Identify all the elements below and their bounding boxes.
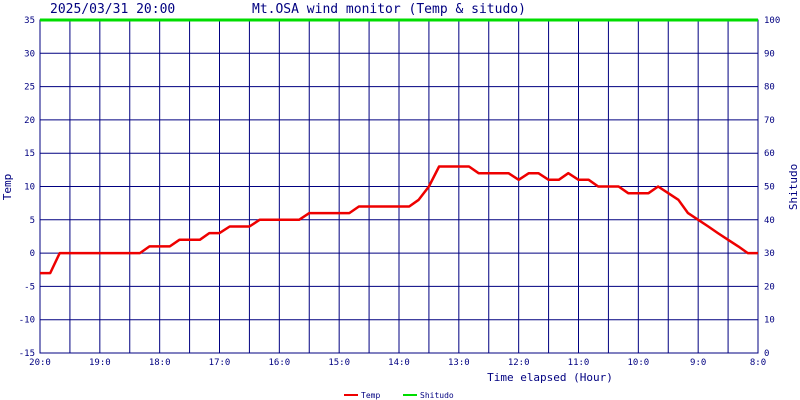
x-tick-label: 15:0 bbox=[328, 358, 350, 368]
x-tick-label: 12:0 bbox=[508, 358, 530, 368]
x-tick-label: 16:0 bbox=[268, 358, 290, 368]
series-group bbox=[40, 18, 758, 275]
legend-label-temp: Temp bbox=[361, 391, 380, 400]
y-left-tick-label: -15 bbox=[19, 349, 35, 359]
x-tick-label: 8:0 bbox=[750, 358, 766, 368]
y-axis-left-ticks: 35 30 25 20 15 10 5 0 -5 -10 -15 bbox=[19, 16, 35, 359]
x-tick-label: 9:0 bbox=[690, 358, 706, 368]
y-right-tick-label: 100 bbox=[764, 16, 780, 26]
grid bbox=[39, 19, 759, 354]
x-tick-label: 10:0 bbox=[627, 358, 649, 368]
y-right-tick-label: 70 bbox=[764, 116, 775, 126]
y-left-tick-label: 35 bbox=[24, 16, 35, 26]
y-right-tick-label: 50 bbox=[764, 183, 775, 193]
y-left-tick-label: -5 bbox=[24, 282, 35, 292]
x-tick-label: 19:0 bbox=[89, 358, 111, 368]
y-left-tick-label: 25 bbox=[24, 83, 35, 93]
legend: Temp Shitudo bbox=[344, 391, 454, 400]
y-right-tick-label: 30 bbox=[764, 249, 775, 259]
x-tick-label: 18:0 bbox=[149, 358, 171, 368]
y-left-tick-label: 10 bbox=[24, 183, 35, 193]
y-left-tick-label: 15 bbox=[24, 149, 35, 159]
chart-title: Mt.OSA wind monitor (Temp & situdo) bbox=[252, 2, 526, 17]
series-line-temp bbox=[40, 165, 758, 275]
y-right-tick-label: 0 bbox=[764, 349, 769, 359]
x-tick-label: 17:0 bbox=[209, 358, 231, 368]
y-left-tick-label: -10 bbox=[19, 316, 35, 326]
y-axis-right-label: Shitudo bbox=[787, 164, 800, 210]
y-left-tick-label: 5 bbox=[30, 216, 35, 226]
y-right-tick-label: 80 bbox=[764, 83, 775, 93]
x-tick-label: 20:0 bbox=[29, 358, 51, 368]
y-right-tick-label: 90 bbox=[764, 49, 775, 59]
x-tick-label: 11:0 bbox=[568, 358, 590, 368]
y-axis-left-label: Temp bbox=[1, 174, 14, 201]
x-tick-label: 13:0 bbox=[448, 358, 470, 368]
y-left-tick-label: 20 bbox=[24, 116, 35, 126]
y-right-tick-label: 40 bbox=[764, 216, 775, 226]
y-right-tick-label: 60 bbox=[764, 149, 775, 159]
legend-label-shitudo: Shitudo bbox=[420, 391, 454, 400]
x-axis-label: Time elapsed (Hour) bbox=[487, 371, 613, 384]
y-right-tick-label: 10 bbox=[764, 316, 775, 326]
header-datetime: 2025/03/31 20:00 bbox=[50, 2, 175, 17]
y-left-tick-label: 0 bbox=[30, 249, 35, 259]
y-left-tick-label: 30 bbox=[24, 49, 35, 59]
x-axis-ticks: 20:0 19:0 18:0 17:0 16:0 15:0 14:0 13:0 12:0 11:0… bbox=[29, 358, 766, 368]
x-tick-label: 14:0 bbox=[388, 358, 410, 368]
y-right-tick-label: 20 bbox=[764, 282, 775, 292]
